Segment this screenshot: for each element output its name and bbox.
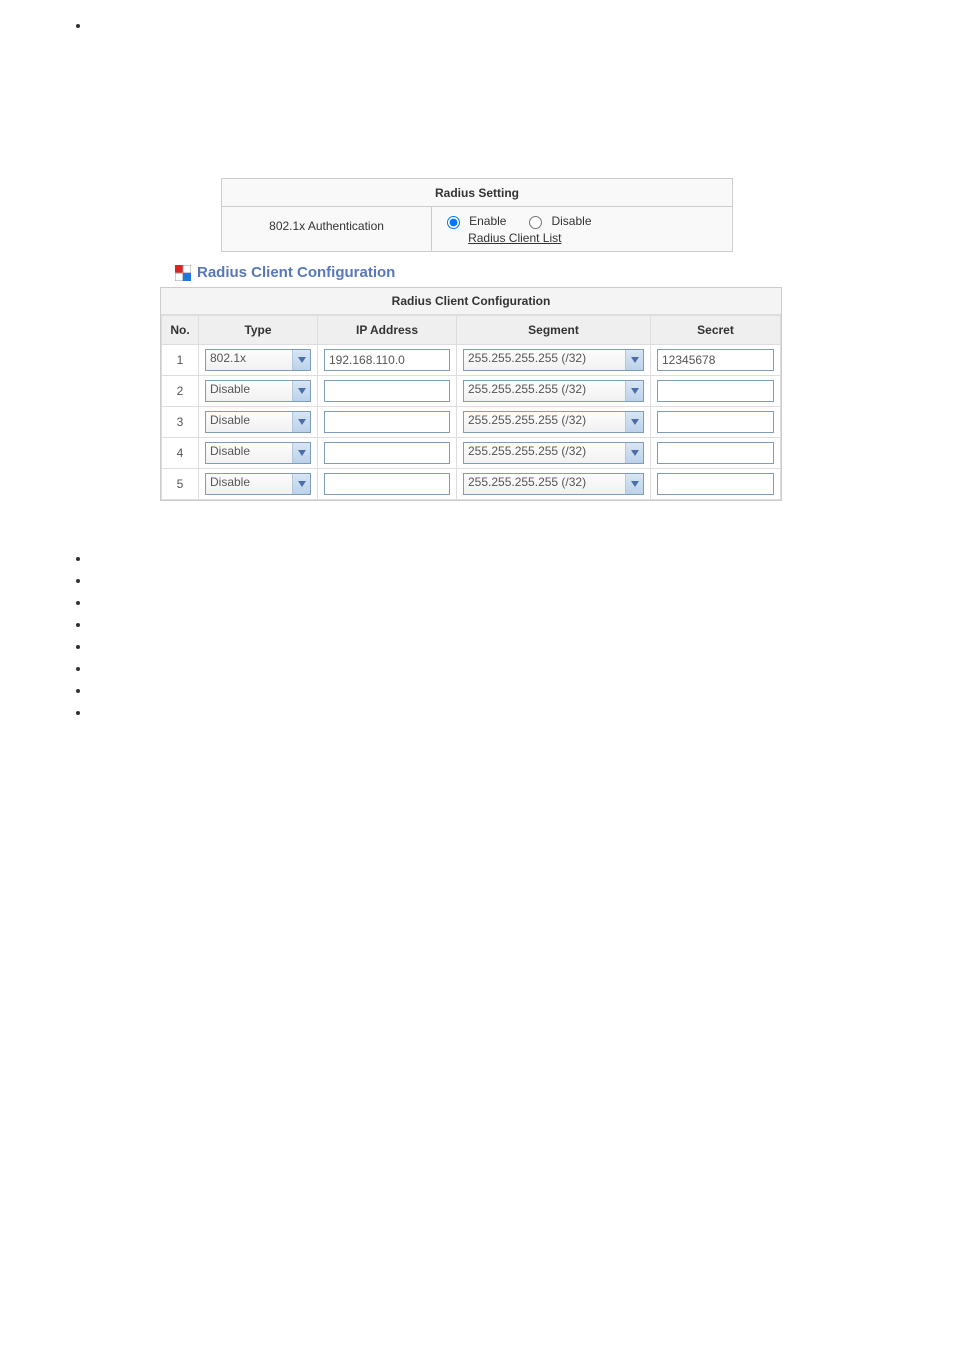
- chevron-down-icon[interactable]: [625, 474, 643, 494]
- ip-input[interactable]: [324, 411, 450, 433]
- enable-radio[interactable]: [447, 216, 460, 229]
- table-row: 2 Disable 255.255.255.255 (/32): [162, 376, 781, 407]
- list-item: [90, 18, 954, 40]
- top-bullet-list: [0, 18, 954, 40]
- list-item: [90, 617, 954, 639]
- row-no: 5: [162, 469, 199, 500]
- chevron-down-icon[interactable]: [625, 381, 643, 401]
- secret-input[interactable]: [657, 473, 774, 495]
- disable-radio-label: Disable: [551, 214, 591, 228]
- segment-select[interactable]: 255.255.255.255 (/32): [463, 442, 644, 464]
- col-header-type: Type: [199, 316, 318, 345]
- list-item: [90, 573, 954, 595]
- secret-input[interactable]: [657, 442, 774, 464]
- config-icon: [175, 265, 191, 281]
- row-no: 4: [162, 438, 199, 469]
- segment-select[interactable]: 255.255.255.255 (/32): [463, 349, 644, 371]
- client-config-panel: Radius Client Configuration No. Type IP …: [160, 287, 782, 501]
- section-title: Radius Client Configuration: [197, 264, 395, 281]
- client-config-title: Radius Client Configuration: [161, 288, 781, 315]
- auth-label: 802.1x Authentication: [222, 207, 432, 251]
- chevron-down-icon[interactable]: [292, 474, 310, 494]
- radius-setting-panel: Radius Setting 802.1x Authentication Ena…: [221, 178, 733, 252]
- chevron-down-icon[interactable]: [292, 381, 310, 401]
- disable-radio[interactable]: [529, 216, 542, 229]
- secret-input[interactable]: [657, 380, 774, 402]
- list-item: [90, 639, 954, 661]
- row-no: 1: [162, 345, 199, 376]
- list-item: [90, 683, 954, 705]
- segment-select[interactable]: 255.255.255.255 (/32): [463, 411, 644, 433]
- ip-input[interactable]: [324, 442, 450, 464]
- segment-select[interactable]: 255.255.255.255 (/32): [463, 380, 644, 402]
- chevron-down-icon[interactable]: [625, 443, 643, 463]
- list-item: [90, 705, 954, 727]
- ip-input[interactable]: [324, 473, 450, 495]
- row-no: 3: [162, 407, 199, 438]
- ip-input[interactable]: [324, 380, 450, 402]
- col-header-ip: IP Address: [318, 316, 457, 345]
- col-header-segment: Segment: [457, 316, 651, 345]
- radius-setting-header: Radius Setting: [222, 179, 732, 207]
- list-item: [90, 595, 954, 617]
- secret-input[interactable]: [657, 411, 774, 433]
- col-header-no: No.: [162, 316, 199, 345]
- table-row: 5 Disable 255.255.255.255 (/32): [162, 469, 781, 500]
- chevron-down-icon[interactable]: [625, 412, 643, 432]
- table-row: 3 Disable 255.255.255.255 (/32): [162, 407, 781, 438]
- client-config-table: No. Type IP Address Segment Secret 1 802…: [161, 315, 781, 500]
- bottom-bullet-list: [0, 551, 954, 727]
- row-no: 2: [162, 376, 199, 407]
- table-row: 4 Disable 255.255.255.255 (/32): [162, 438, 781, 469]
- secret-input[interactable]: [657, 349, 774, 371]
- enable-radio-label: Enable: [469, 214, 506, 228]
- chevron-down-icon[interactable]: [292, 412, 310, 432]
- col-header-secret: Secret: [651, 316, 781, 345]
- list-item: [90, 551, 954, 573]
- segment-select[interactable]: 255.255.255.255 (/32): [463, 473, 644, 495]
- chevron-down-icon[interactable]: [292, 350, 310, 370]
- chevron-down-icon[interactable]: [292, 443, 310, 463]
- chevron-down-icon[interactable]: [625, 350, 643, 370]
- ip-input[interactable]: [324, 349, 450, 371]
- radius-client-list-link[interactable]: Radius Client List: [468, 231, 561, 245]
- table-row: 1 802.1x 255.255.255.255 (/32): [162, 345, 781, 376]
- list-item: [90, 661, 954, 683]
